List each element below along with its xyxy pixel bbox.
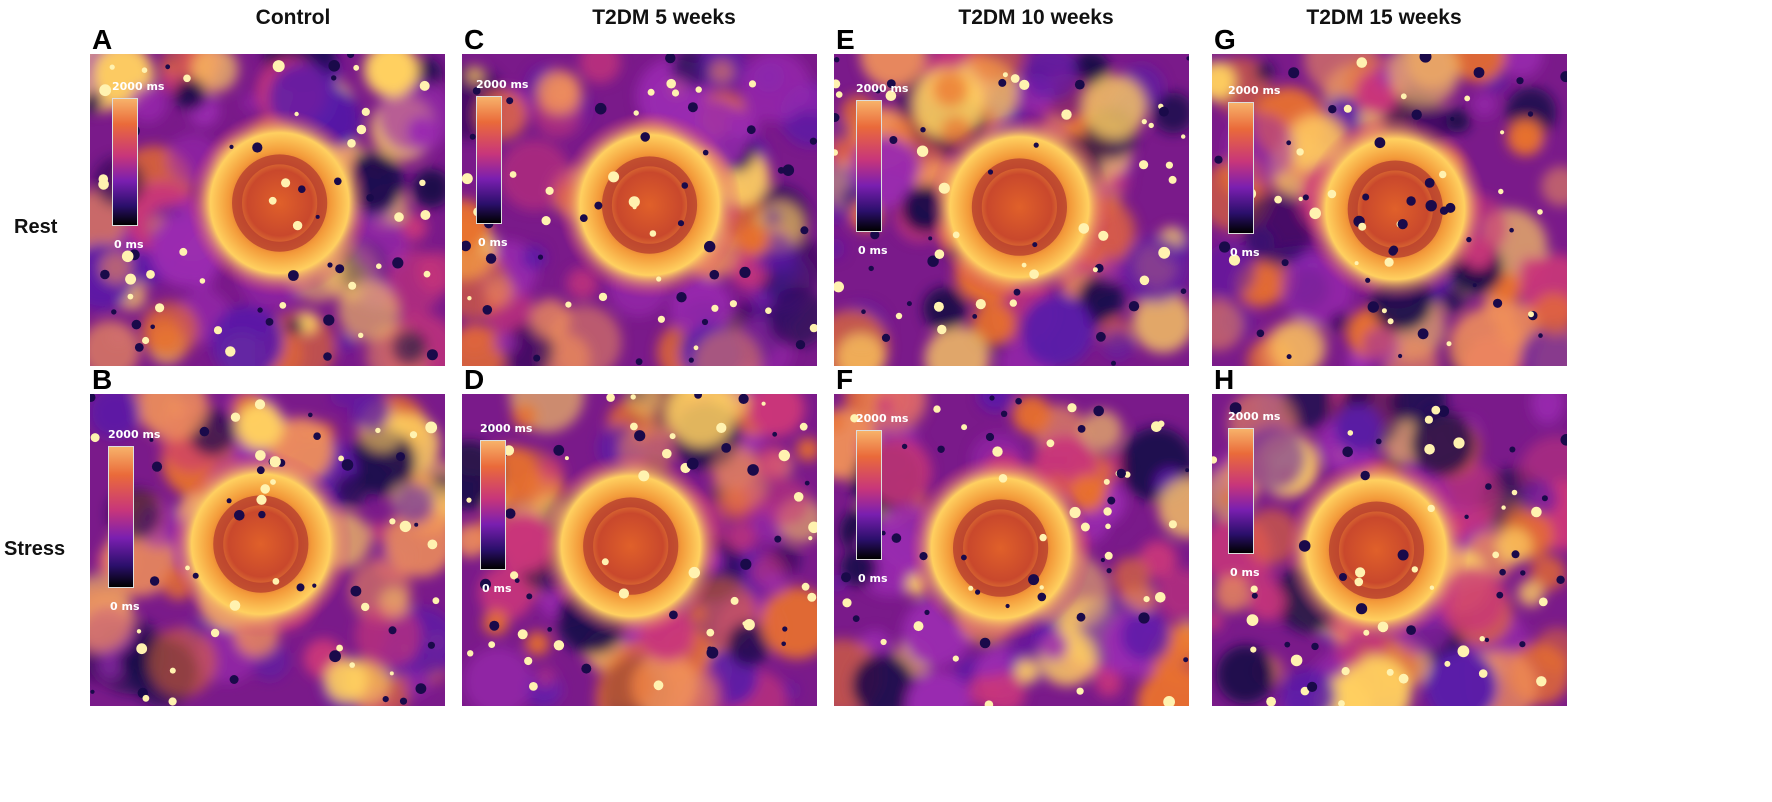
scale-max-label: 2000 ms: [476, 78, 529, 91]
panel-letter-f: F: [836, 364, 854, 395]
panel-letter-c: C: [464, 24, 485, 55]
color-scale-bar: [476, 96, 502, 224]
panel-letter-d: D: [464, 364, 485, 395]
myocardium-region: [908, 454, 1093, 642]
color-scale-bar: [1228, 428, 1254, 554]
heatmap-image: [90, 54, 445, 366]
column-title-t2dm-5-weeks: T2DM 5 weeks: [592, 6, 736, 29]
color-scale-bar: [856, 100, 882, 232]
scale-min-label: 0 ms: [114, 238, 144, 251]
scale-max-label: 2000 ms: [108, 428, 161, 441]
panel-letter-e: E: [836, 24, 855, 55]
heatmap-image: [462, 394, 817, 706]
myocardium-region: [168, 450, 354, 638]
color-scale-bar: [108, 446, 134, 588]
color-scale-bar: [112, 98, 138, 226]
scale-min-label: 0 ms: [478, 236, 508, 249]
scale-min-label: 0 ms: [858, 244, 888, 257]
scale-min-label: 0 ms: [1230, 566, 1260, 579]
scale-min-label: 0 ms: [858, 572, 888, 585]
column-title-control: Control: [255, 6, 331, 29]
scale-max-label: 2000 ms: [112, 80, 165, 93]
scale-max-label: 2000 ms: [1228, 84, 1281, 97]
myocardium-region: [1284, 456, 1469, 644]
myocardium-region: [538, 452, 724, 640]
heatmap-image: [1212, 394, 1567, 706]
panel-letter-g: G: [1214, 24, 1236, 55]
heatmap-image: [90, 394, 445, 706]
scale-min-label: 0 ms: [482, 582, 512, 595]
heatmap-image: [1212, 54, 1567, 366]
scale-max-label: 2000 ms: [856, 412, 909, 425]
color-scale-bar: [480, 440, 506, 570]
heatmap-image: [834, 394, 1189, 706]
scale-min-label: 0 ms: [110, 600, 140, 613]
myocardium-region: [927, 113, 1112, 301]
mri-t1-map-panel-f: 2000 ms 0 ms: [834, 394, 1189, 706]
row-label-stress: Stress: [4, 538, 66, 560]
scale-max-label: 2000 ms: [480, 422, 533, 435]
row-label-rest: Rest: [14, 216, 58, 238]
panel-letter-h: H: [1214, 364, 1235, 395]
myocardium-region: [557, 111, 742, 299]
panel-letter-a: A: [92, 24, 113, 55]
mri-t1-map-panel-e: 2000 ms 0 ms: [834, 54, 1189, 366]
heatmap-image: [834, 54, 1189, 366]
scale-max-label: 2000 ms: [856, 82, 909, 95]
scale-min-label: 0 ms: [1230, 246, 1260, 259]
mri-t1-map-panel-a: 2000 ms 0 ms: [90, 54, 445, 366]
panel-letter-b: B: [92, 364, 113, 395]
mri-t1-map-panel-c: 2000 ms 0 ms: [462, 54, 817, 366]
color-scale-bar: [856, 430, 882, 560]
column-title-t2dm-10-weeks: T2DM 10 weeks: [958, 6, 1114, 29]
mri-t1-map-panel-b: 2000 ms 0 ms: [90, 394, 445, 706]
scale-max-label: 2000 ms: [1228, 410, 1281, 423]
myocardium-region: [1302, 115, 1488, 303]
mri-t1-map-panel-d: 2000 ms 0 ms: [462, 394, 817, 706]
heatmap-image: [462, 54, 817, 366]
myocardium-region: [187, 109, 372, 297]
mri-t1-map-panel-h: 2000 ms 0 ms: [1212, 394, 1567, 706]
column-title-t2dm-15-weeks: T2DM 15 weeks: [1306, 6, 1462, 29]
mri-t1-map-panel-g: 2000 ms 0 ms: [1212, 54, 1567, 366]
color-scale-bar: [1228, 102, 1254, 234]
